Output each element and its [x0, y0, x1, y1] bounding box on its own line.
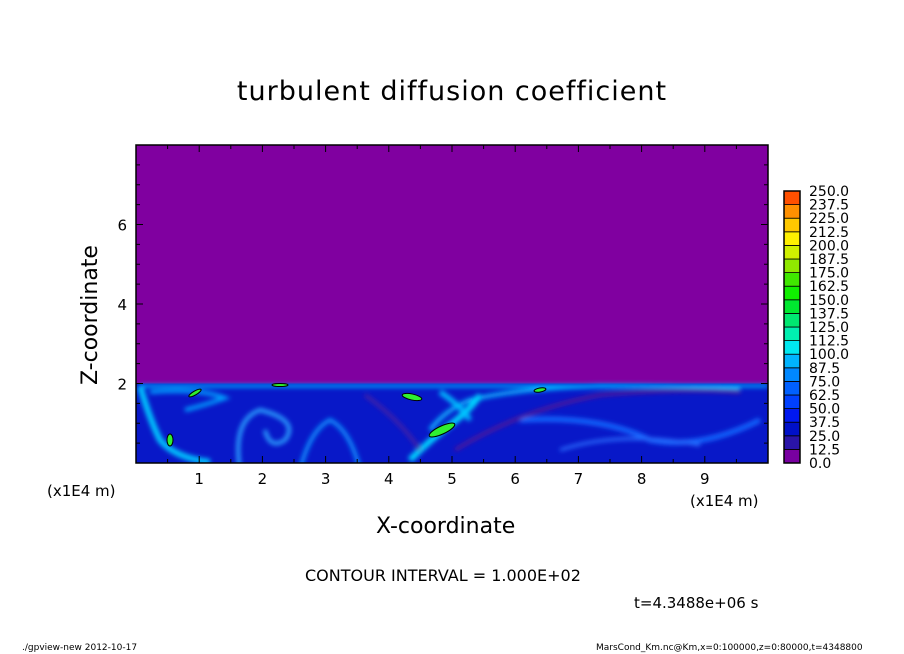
- turbulence-streak-11: [454, 389, 741, 452]
- colorbar-label: 137.5: [809, 306, 849, 322]
- contour-blob-1: [401, 392, 423, 402]
- colorbar-label: 225.0: [809, 211, 849, 227]
- colorbar-swatch: [783, 421, 801, 437]
- contour-blob-0: [428, 422, 456, 438]
- colorbar-label: 25.0: [809, 429, 840, 445]
- x-tick-label: 7: [574, 470, 584, 488]
- x-tick-label: 3: [321, 470, 331, 488]
- y-axis-label: Z-coordinate: [78, 245, 103, 385]
- contour-interval: CONTOUR INTERVAL = 1.000E+02: [305, 566, 581, 585]
- colorbar-label: 212.5: [809, 225, 849, 241]
- colorbar-swatch: [783, 217, 801, 233]
- colorbar-swatch: [783, 448, 801, 464]
- chart-title: turbulent diffusion coefficient: [236, 76, 668, 107]
- x-unit-label-right: (x1E4 m): [690, 492, 759, 510]
- footer-left: ./gpview-new 2012-10-17: [22, 643, 138, 653]
- x-tick-label: 6: [510, 470, 520, 488]
- x-tick-label: 9: [700, 470, 710, 488]
- contour-blob-5: [533, 387, 547, 393]
- contour-blob-4: [271, 383, 289, 387]
- turbulence-group: [137, 383, 768, 463]
- colorbar-frame: [783, 190, 801, 464]
- colorbar-swatch: [783, 258, 801, 274]
- colorbar-swatch: [783, 244, 801, 260]
- colorbar-label: 37.5: [809, 415, 840, 431]
- y-tick-label: 4: [117, 296, 127, 314]
- colorbar-swatch: [783, 190, 801, 206]
- y-tick-label: 2: [117, 376, 127, 394]
- colorbar-label: 0.0: [809, 456, 831, 472]
- y-tick-label: 6: [117, 217, 127, 235]
- colorbar-swatch: [783, 380, 801, 396]
- colorbar-label: 100.0: [809, 347, 849, 363]
- x-tick-label: 5: [447, 470, 457, 488]
- turbulence-streak-8: [559, 437, 701, 452]
- contour-blob-3: [188, 388, 202, 398]
- x-tick-label: 4: [384, 470, 394, 488]
- colorbar-swatch: [783, 204, 801, 219]
- field-group: [136, 145, 768, 463]
- contour-blob-2: [166, 433, 174, 447]
- colorbar-label: 200.0: [809, 238, 849, 254]
- colorbar-label: 125.0: [809, 320, 849, 336]
- colorbar-label: 50.0: [809, 402, 840, 418]
- turbulence-streak-6: [438, 389, 473, 422]
- colorbar-label: 75.0: [809, 374, 840, 390]
- x-tick-label: 2: [258, 470, 268, 488]
- colorbar-swatch: [783, 231, 801, 246]
- x-unit-label-left: (x1E4 m): [47, 482, 116, 500]
- colorbar-label: 150.0: [809, 293, 849, 309]
- colorbar-swatch: [783, 408, 801, 423]
- colorbar-label: 175.0: [809, 266, 849, 282]
- colorbar-swatch: [783, 312, 801, 328]
- colorbar-swatch: [783, 326, 801, 342]
- colorbar-label: 62.5: [809, 388, 840, 404]
- turbulence-streak-0: [137, 385, 211, 463]
- colorbar-swatch: [783, 435, 801, 450]
- colorbar-label: 12.5: [809, 442, 840, 458]
- turbulence-streak-3: [299, 417, 361, 463]
- colorbar-label: 187.5: [809, 252, 849, 268]
- colorbar-label: 112.5: [809, 334, 849, 350]
- colorbar-swatch: [783, 340, 801, 355]
- colorbar-swatch: [783, 272, 801, 287]
- colorbar-swatch: [783, 299, 801, 314]
- time-label: t=4.3488e+06 s: [634, 594, 759, 612]
- x-tick-label: 8: [637, 470, 647, 488]
- colorbar-swatch: [783, 353, 801, 369]
- x-tick-label: 1: [194, 470, 204, 488]
- x-axis-label: X-coordinate: [376, 514, 516, 539]
- colorbar-label: 237.5: [809, 198, 849, 214]
- colorbar-label: 250.0: [809, 184, 849, 200]
- turbulence-streak-2: [236, 407, 292, 463]
- footer-right: MarsCond_Km.nc@Km,x=0:100000,z=0:80000,t…: [596, 643, 863, 653]
- colorbar-swatch: [783, 367, 801, 382]
- turbulence-streak-1: [149, 388, 231, 412]
- colorbar-swatch: [783, 285, 801, 301]
- colorbar-label: 87.5: [809, 361, 840, 377]
- colorbar-swatch: [783, 394, 801, 410]
- colorbar-label: 162.5: [809, 279, 849, 295]
- turbulence-streak-10: [364, 393, 422, 451]
